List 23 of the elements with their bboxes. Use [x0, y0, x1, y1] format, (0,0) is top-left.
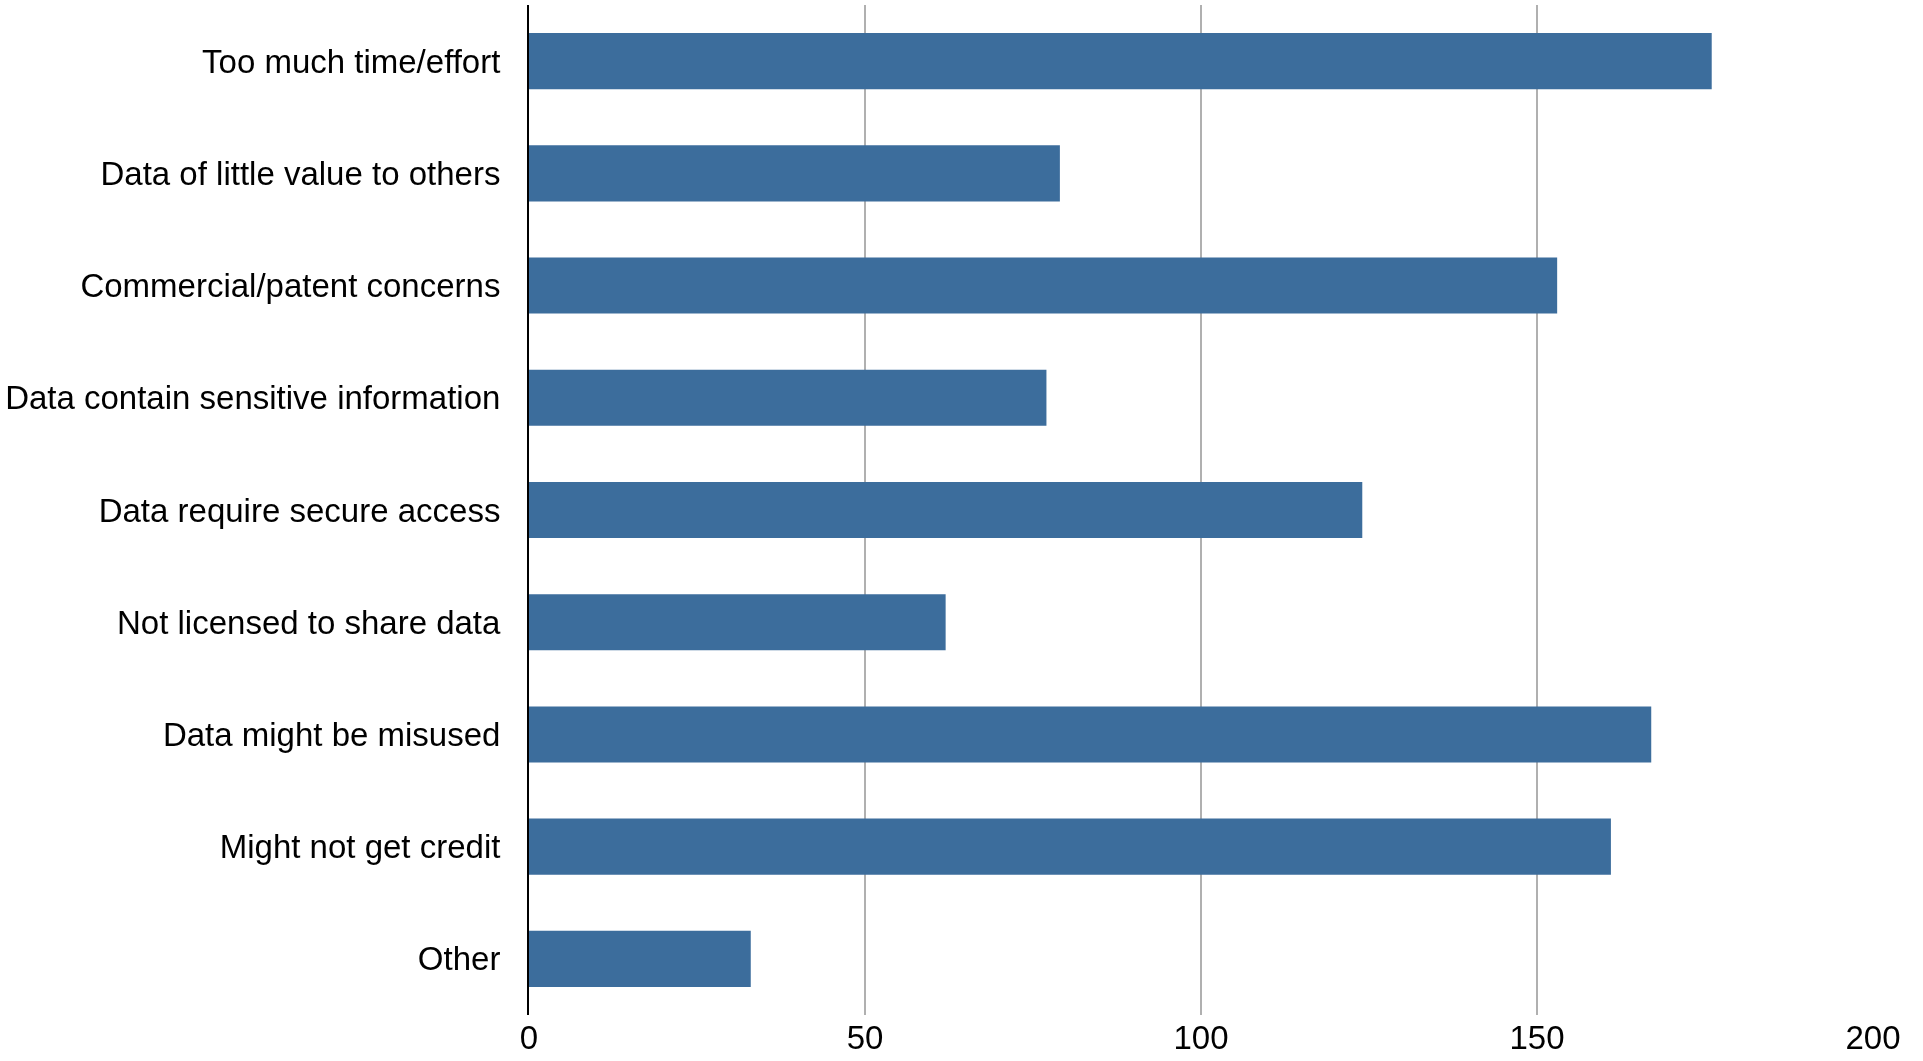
- y-tick-label: Data of little value to others: [100, 154, 501, 192]
- y-tick-label: Too much time/effort: [202, 42, 501, 80]
- bar: [529, 594, 946, 651]
- x-tick-label: 150: [1509, 1019, 1565, 1056]
- y-tick-label: Commercial/patent concerns: [80, 267, 501, 305]
- x-tick-label: 200: [1845, 1019, 1901, 1056]
- bar: [529, 930, 751, 987]
- bar: [529, 818, 1611, 875]
- bar: [529, 145, 1060, 202]
- y-tick-label: Data contain sensitive information: [5, 379, 501, 417]
- y-tick-label: Might not get credit: [219, 828, 501, 866]
- y-tick-label: Data might be misused: [162, 715, 501, 753]
- y-tick-label: Data require secure access: [98, 491, 501, 529]
- bar: [529, 706, 1652, 763]
- x-tick-label: 100: [1173, 1019, 1229, 1056]
- y-tick-label: Other: [417, 940, 501, 978]
- y-tick-label: Not licensed to share data: [116, 603, 502, 641]
- x-tick-label: 50: [846, 1019, 884, 1056]
- bar: [529, 481, 1363, 539]
- bar: [529, 369, 1047, 426]
- bar: [529, 257, 1558, 314]
- bar: [529, 33, 1712, 90]
- x-tick-label: 0: [519, 1019, 539, 1056]
